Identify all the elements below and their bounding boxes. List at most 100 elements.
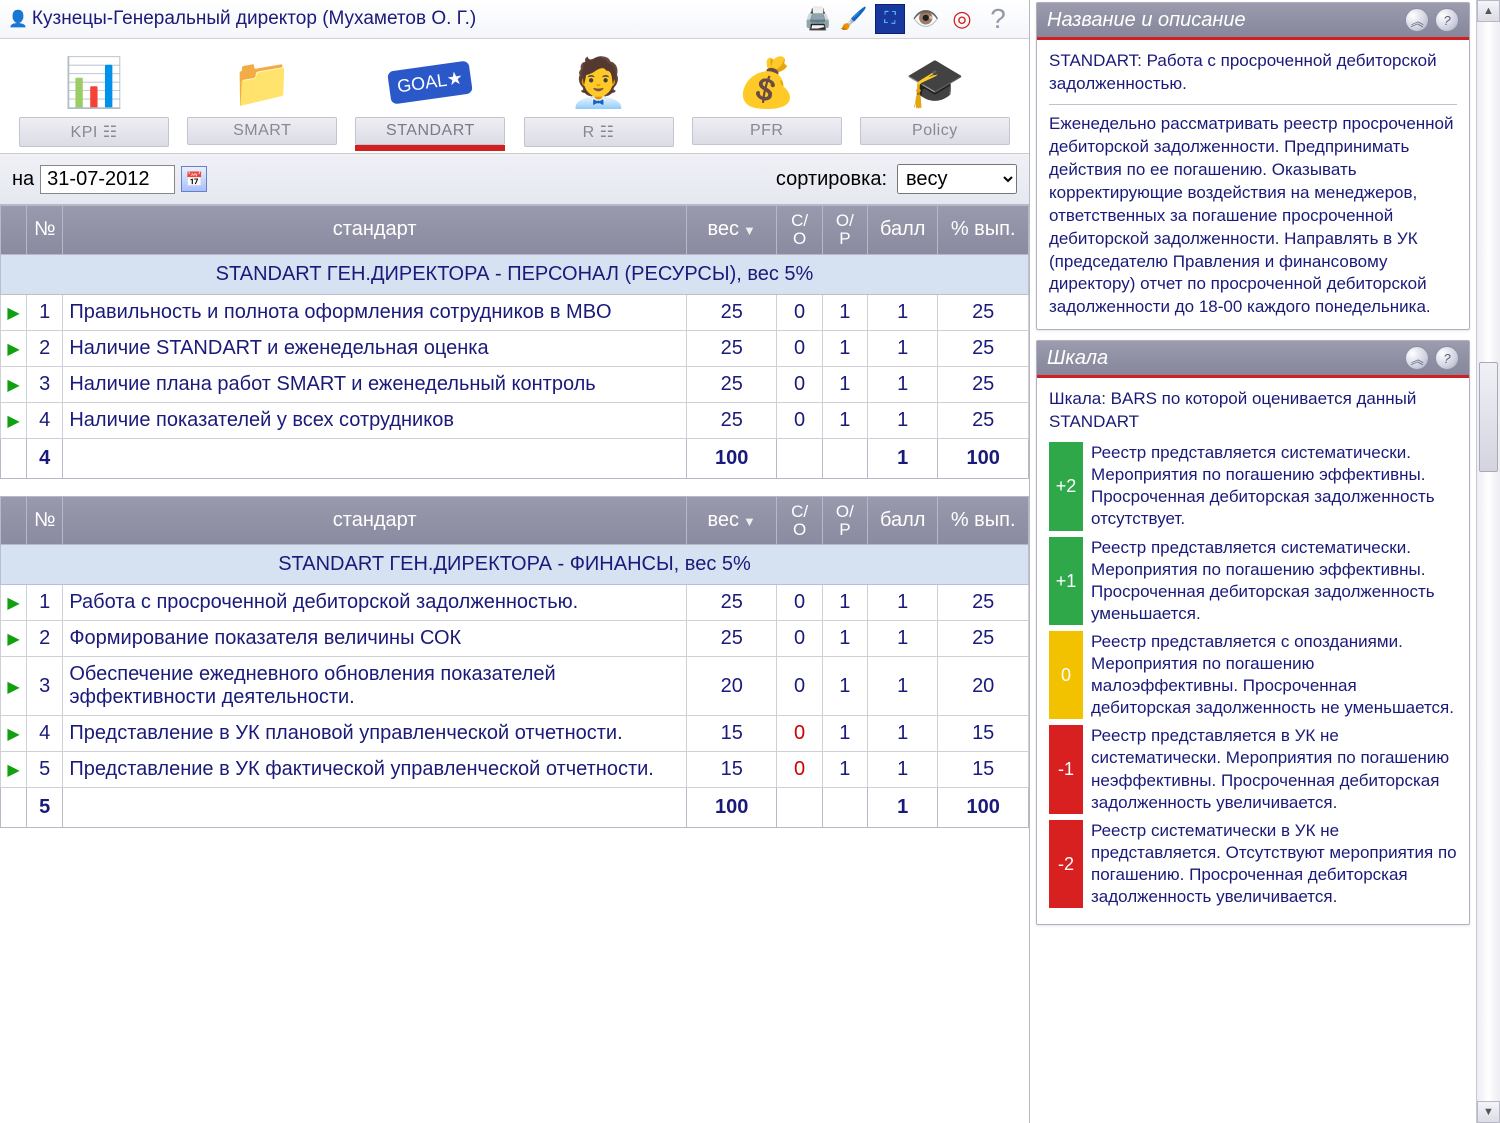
print-icon[interactable]: 🖨️ <box>803 4 833 34</box>
row-weight: 25 <box>686 366 777 402</box>
tab-r[interactable]: 🧑‍💼 R ☷ <box>524 47 674 153</box>
table-row[interactable]: ▶ 5 Представление в УК фактической управ… <box>1 752 1029 788</box>
col-score[interactable]: балл <box>867 206 937 255</box>
scale-level: +1 Реестр представляется систематически.… <box>1049 537 1457 625</box>
tab-label: STANDART <box>355 117 505 145</box>
sort-select[interactable]: весу <box>897 164 1017 194</box>
row-op: 1 <box>822 716 867 752</box>
total-weight: 100 <box>686 438 777 478</box>
row-op: 1 <box>822 585 867 621</box>
table-row[interactable]: ▶ 4 Представление в УК плановой управлен… <box>1 716 1029 752</box>
col-standard[interactable]: стандарт <box>63 496 687 545</box>
group-header: STANDART ГЕН.ДИРЕКТОРА - ФИНАНСЫ, вес 5% <box>1 545 1029 585</box>
expand-icon[interactable]: ▶ <box>1 294 27 330</box>
table-row[interactable]: ▶ 3 Наличие плана работ SMART и еженедел… <box>1 366 1029 402</box>
row-so: 0 <box>777 585 822 621</box>
policy-icon: 🎓 <box>860 47 1010 117</box>
col-pct[interactable]: % вып. <box>938 496 1029 545</box>
scroll-up-icon[interactable]: ▲ <box>1477 0 1500 22</box>
description-text: Еженедельно рассматривать реестр просроч… <box>1049 113 1457 319</box>
table-row[interactable]: ▶ 1 Работа с просроченной дебиторской за… <box>1 585 1029 621</box>
tab-kpi[interactable]: 📊 KPI ☷ <box>19 47 169 153</box>
scroll-track[interactable] <box>1477 22 1500 1101</box>
grid-container: № стандарт вес▼ С/О О/Р балл % вып. STAN… <box>0 205 1029 828</box>
tab-pfr[interactable]: 💰 PFR <box>692 47 842 153</box>
eye-icon[interactable]: 👁️ <box>911 4 941 34</box>
table-header: № стандарт вес▼ С/О О/Р балл % вып. <box>1 496 1029 545</box>
r-icon: 🧑‍💼 <box>524 47 674 117</box>
collapse-icon[interactable]: ︽ <box>1405 346 1429 370</box>
col-num[interactable]: № <box>27 496 63 545</box>
main-panel: 👤 Кузнецы-Генеральный директор (Мухамето… <box>0 0 1030 1123</box>
panel-title: Шкала <box>1047 347 1399 370</box>
tab-standart[interactable]: GOAL★ STANDART <box>355 47 505 153</box>
help-icon[interactable]: ? <box>1435 346 1459 370</box>
col-pct[interactable]: % вып. <box>938 206 1029 255</box>
expand-icon[interactable]: ▶ <box>1 716 27 752</box>
col-so[interactable]: С/О <box>777 206 822 255</box>
row-name: Работа с просроченной дебиторской задолж… <box>63 585 687 621</box>
page-title: Кузнецы-Генеральный директор (Мухаметов … <box>32 8 803 30</box>
tab-label: PFR <box>692 117 842 145</box>
expand-icon[interactable]: ▶ <box>1 402 27 438</box>
scale-value: +1 <box>1049 537 1083 625</box>
col-weight[interactable]: вес▼ <box>686 206 777 255</box>
scale-value: 0 <box>1049 631 1083 719</box>
title-bar: 👤 Кузнецы-Генеральный директор (Мухамето… <box>0 0 1029 39</box>
brush-icon[interactable]: 🖌️ <box>839 4 869 34</box>
tab-policy[interactable]: 🎓 Policy <box>860 47 1010 153</box>
table-row[interactable]: ▶ 4 Наличие показателей у всех сотрудник… <box>1 402 1029 438</box>
col-num[interactable]: № <box>27 206 63 255</box>
row-op: 1 <box>822 294 867 330</box>
table-row[interactable]: ▶ 2 Наличие STANDART и еженедельная оцен… <box>1 330 1029 366</box>
scroll-down-icon[interactable]: ▼ <box>1477 1101 1500 1123</box>
row-score: 1 <box>867 294 937 330</box>
table-row[interactable]: ▶ 1 Правильность и полнота оформления со… <box>1 294 1029 330</box>
table-row[interactable]: ▶ 2 Формирование показателя величины СОК… <box>1 621 1029 657</box>
panel-head: Название и описание ︽ ? <box>1037 3 1469 40</box>
col-so[interactable]: С/О <box>777 496 822 545</box>
expand-icon[interactable]: ▶ <box>1 621 27 657</box>
table-header: № стандарт вес▼ С/О О/Р балл % вып. <box>1 206 1029 255</box>
right-panel-area: Название и описание ︽ ? STANDART: Работа… <box>1030 0 1500 1123</box>
help-icon[interactable]: ? <box>983 4 1013 34</box>
target-icon[interactable]: ◎ <box>947 4 977 34</box>
kpi-icon: 📊 <box>19 47 169 117</box>
row-so: 0 <box>777 752 822 788</box>
expand-icon[interactable]: ▶ <box>1 752 27 788</box>
date-input[interactable] <box>40 165 175 194</box>
scroll-thumb[interactable] <box>1479 362 1498 472</box>
calendar-icon[interactable]: 📅 <box>181 166 207 192</box>
row-so: 0 <box>777 330 822 366</box>
tab-label: R ☷ <box>524 117 674 147</box>
fullscreen-icon[interactable]: ⛶ <box>875 4 905 34</box>
row-num: 4 <box>27 716 63 752</box>
col-score[interactable]: балл <box>867 496 937 545</box>
row-num: 2 <box>27 330 63 366</box>
help-icon[interactable]: ? <box>1435 8 1459 32</box>
expand-icon[interactable]: ▶ <box>1 585 27 621</box>
scale-value: +2 <box>1049 442 1083 530</box>
tab-label: KPI ☷ <box>19 117 169 147</box>
outer-scrollbar[interactable]: ▲ ▼ <box>1476 0 1500 1123</box>
expand-icon[interactable]: ▶ <box>1 366 27 402</box>
table-row[interactable]: ▶ 3 Обеспечение ежедневного обновления п… <box>1 657 1029 716</box>
expand-icon[interactable]: ▶ <box>1 330 27 366</box>
group-header: STANDART ГЕН.ДИРЕКТОРА - ПЕРСОНАЛ (РЕСУР… <box>1 254 1029 294</box>
row-op: 1 <box>822 330 867 366</box>
row-score: 1 <box>867 657 937 716</box>
row-score: 1 <box>867 330 937 366</box>
col-op[interactable]: О/Р <box>822 496 867 545</box>
expand-icon[interactable]: ▶ <box>1 657 27 716</box>
row-name: Наличие показателей у всех сотрудников <box>63 402 687 438</box>
row-so: 0 <box>777 402 822 438</box>
col-standard[interactable]: стандарт <box>63 206 687 255</box>
tab-smart[interactable]: 📁 SMART <box>187 47 337 153</box>
col-weight[interactable]: вес▼ <box>686 496 777 545</box>
row-weight: 15 <box>686 716 777 752</box>
row-score: 1 <box>867 366 937 402</box>
collapse-icon[interactable]: ︽ <box>1405 8 1429 32</box>
total-weight: 100 <box>686 788 777 828</box>
row-num: 3 <box>27 657 63 716</box>
col-op[interactable]: О/Р <box>822 206 867 255</box>
